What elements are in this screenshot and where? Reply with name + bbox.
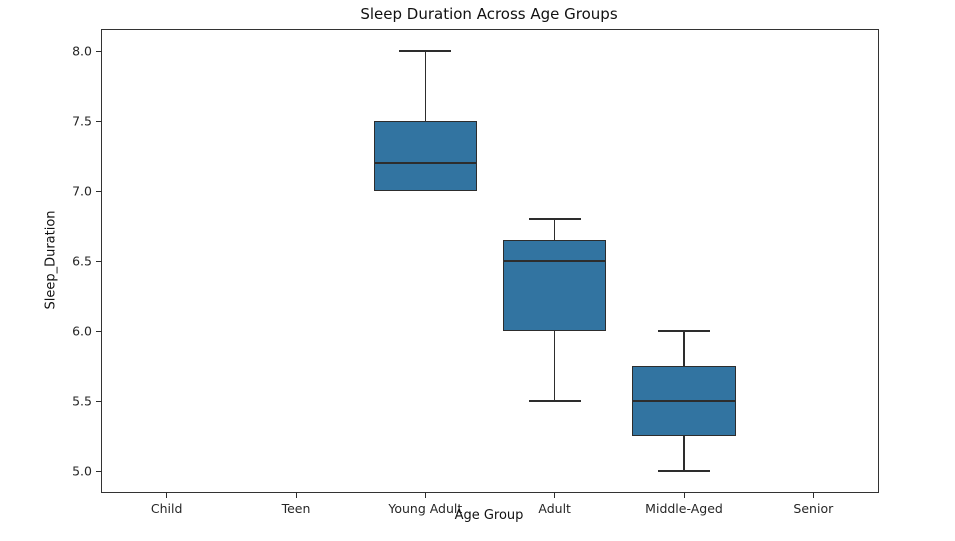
box-young-adult: [373, 121, 478, 191]
y-tick-label: 6.0: [72, 323, 92, 339]
x-tick-label: Adult: [538, 501, 571, 516]
x-tick-label: Child: [150, 501, 183, 516]
y-tick-mark: [96, 470, 102, 472]
x-tick-label: Middle-Aged: [645, 501, 723, 516]
y-tick-label: 5.0: [72, 463, 92, 479]
y-tick-mark: [96, 120, 102, 122]
whisker-cap-lower-middle-aged: [658, 470, 710, 472]
y-tick-mark: [96, 260, 102, 262]
y-tick-mark: [96, 400, 102, 402]
x-tick-mark: [554, 492, 556, 498]
whisker-cap-upper-middle-aged: [658, 330, 710, 332]
x-tick-label: Young Adult: [388, 501, 463, 516]
y-tick-mark: [96, 190, 102, 192]
y-tick-label: 8.0: [72, 43, 92, 59]
x-tick-mark: [812, 492, 814, 498]
x-tick-mark: [295, 492, 297, 498]
x-axis-label: Age Group: [454, 508, 524, 523]
y-tick-label: 6.5: [72, 253, 92, 269]
y-tick-label: 7.0: [72, 183, 92, 199]
x-tick-label: Teen: [281, 501, 311, 516]
whisker-upper-adult: [553, 219, 556, 240]
y-tick-mark: [96, 50, 102, 52]
y-axis-label: Sleep_Duration: [43, 210, 59, 310]
whisker-lower-adult: [553, 331, 556, 401]
plot-area: 5.0 5.5 6.0 6.5 7.0 7.5 8.0 Child Teen Young Adul…: [72, 29, 879, 516]
whisker-cap-upper-young-adult: [399, 50, 452, 52]
x-tick-mark: [166, 492, 168, 498]
y-tick-label: 5.5: [72, 393, 92, 409]
whisker-lower-middle-aged: [683, 436, 685, 471]
y-tick-label: 7.5: [72, 113, 92, 129]
median-line-middle-aged: [632, 400, 736, 402]
whisker-cap-lower-adult: [528, 400, 581, 402]
box-adult: [502, 240, 607, 331]
y-tick-mark: [96, 330, 102, 332]
whisker-upper-middle-aged: [683, 331, 685, 366]
whisker-upper-young-adult: [424, 51, 427, 121]
x-tick-mark: [424, 492, 426, 498]
whisker-cap-upper-adult: [528, 218, 581, 220]
chart-title: Sleep Duration Across Age Groups: [360, 5, 618, 23]
x-tick-label: Senior: [793, 501, 834, 516]
median-line-young-adult: [373, 162, 478, 164]
x-tick-mark: [683, 492, 685, 498]
median-line-adult: [502, 260, 607, 262]
